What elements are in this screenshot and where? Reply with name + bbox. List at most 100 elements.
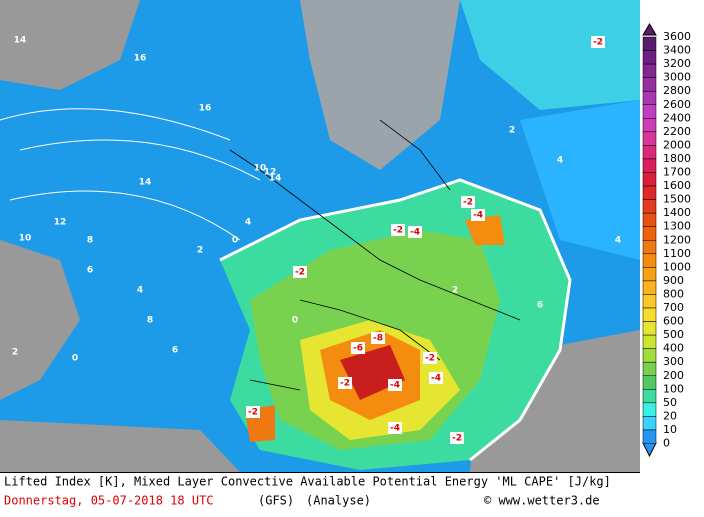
legend-label: 10: [663, 423, 677, 436]
legend-swatch: [642, 253, 657, 268]
legend-label: 600: [663, 315, 684, 328]
contour-label: 6: [172, 346, 178, 356]
legend-swatch: [642, 429, 657, 444]
color-legend: 3600340032003000280026002400220020001800…: [642, 23, 691, 458]
legend-swatch: [642, 402, 657, 417]
land-gray: [0, 0, 140, 90]
contour-label: 14: [269, 174, 282, 184]
field-light-blue: [520, 100, 640, 260]
legend-swatch: [642, 307, 657, 322]
contour-label: -2: [295, 268, 305, 278]
contour-label: 2: [197, 246, 203, 256]
contour-label: 0: [232, 236, 238, 246]
contour-label: -2: [463, 198, 473, 208]
contour-zero: [219, 178, 572, 462]
contour-label: 4: [245, 218, 251, 228]
contour-label: 16: [134, 54, 147, 64]
contour-label-box: [471, 209, 485, 221]
land-gray: [0, 420, 240, 472]
legend-label: 3600: [663, 30, 691, 43]
legend-swatch: [642, 280, 657, 295]
legend-swatch: [642, 145, 657, 160]
legend-swatch: [642, 267, 657, 282]
contour-label-box: [429, 372, 443, 384]
legend-swatch: [642, 361, 657, 377]
contour-label: -2: [452, 434, 462, 444]
contour-label-box: [351, 342, 365, 354]
legend-swatch: [642, 334, 657, 349]
contour-label: -8: [373, 334, 383, 344]
legend-label: 3000: [663, 71, 691, 84]
legend-swatch: [642, 63, 657, 78]
contour-label-box: [338, 377, 352, 389]
contour-label: -2: [340, 379, 350, 389]
contour-label: 10: [19, 234, 32, 244]
legend-label: 20: [663, 409, 677, 422]
borders: [229, 119, 521, 391]
footer-title: Lifted Index [K], Mixed Layer Convective…: [4, 475, 611, 489]
footer-credit: © www.wetter3.de: [484, 494, 600, 508]
legend-label: 900: [663, 274, 684, 287]
footer-date: Donnerstag, 05-07-2018 18 UTC: [4, 494, 214, 508]
contour-label: -4: [390, 424, 400, 434]
legend-label: 1000: [663, 260, 691, 273]
contour-label-box: [423, 352, 437, 364]
field-cyan: [460, 0, 640, 110]
legend-swatch: [642, 172, 657, 187]
land-gray: [300, 0, 460, 170]
legend-label: 1200: [663, 233, 691, 246]
contour-label: 14: [139, 178, 152, 188]
field-orange: [465, 215, 505, 245]
contour-label: 6: [537, 301, 543, 311]
legend-swatch: [642, 131, 657, 146]
contour-label: -4: [410, 228, 420, 238]
legend-swatch: [642, 294, 657, 309]
legend-label: 0: [663, 437, 670, 450]
legend-label: 100: [663, 382, 684, 395]
legend-swatch: [642, 321, 657, 336]
contour-label: -4: [473, 211, 483, 221]
contour-label: 14: [14, 36, 27, 46]
contour-label-box: [388, 379, 402, 391]
legend-swatch: [642, 104, 657, 119]
contour-label: 8: [87, 236, 93, 246]
contour-label-box: [591, 36, 605, 48]
legend-label: 1700: [663, 166, 691, 179]
legend-swatch: [642, 212, 657, 227]
contour-label: 12: [264, 168, 277, 178]
legend-swatch: [642, 77, 657, 92]
contour-label-box: [450, 432, 464, 444]
legend-swatch: [642, 199, 657, 214]
legend-swatch: [642, 240, 657, 255]
legend-label: 2600: [663, 98, 691, 111]
footer-run: (Analyse): [306, 494, 371, 508]
legend-swatch: [642, 118, 657, 133]
contour-label: 2: [452, 286, 458, 296]
contour-label-box: [371, 332, 385, 344]
legend-swatch: [642, 185, 657, 200]
contour-label: 6: [87, 266, 93, 276]
contour-label: -4: [390, 381, 400, 391]
contour-label: -2: [248, 408, 258, 418]
contour-label: 4: [137, 286, 143, 296]
contour-label: -2: [393, 226, 403, 236]
legend-top-arrow: [642, 23, 657, 36]
legend-label: 700: [663, 301, 684, 314]
legend-swatch: [642, 348, 657, 363]
legend-swatch: [642, 50, 657, 65]
legend-label: 800: [663, 287, 684, 300]
contour-label-box: [388, 422, 402, 434]
contour-label-box: [293, 266, 307, 278]
contour-label: 0: [72, 354, 78, 364]
contour-label-box: [391, 224, 405, 236]
legend-label: 400: [663, 342, 684, 355]
contour-label: 10: [254, 164, 267, 174]
contour-label: 12: [54, 218, 67, 228]
legend-swatch: [642, 389, 657, 404]
legend-swatch: [642, 226, 657, 241]
contour-label: 2: [509, 126, 515, 136]
legend-label: 1800: [663, 152, 691, 165]
legend-label: 300: [663, 355, 684, 368]
